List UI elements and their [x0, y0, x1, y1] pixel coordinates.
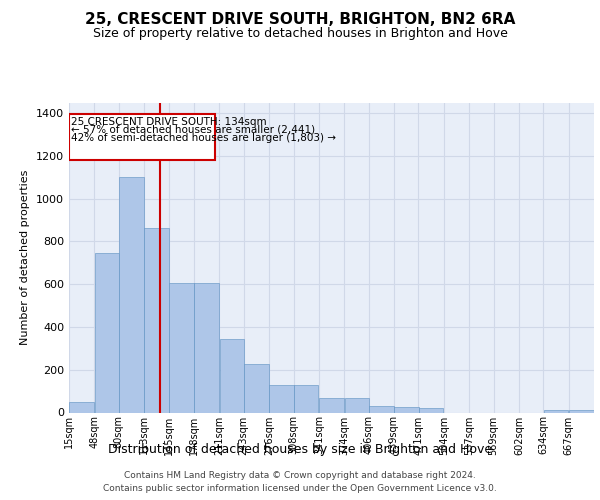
Bar: [70, 114, 215, 160]
Text: ← 57% of detached houses are smaller (2,441): ← 57% of detached houses are smaller (2,…: [71, 125, 316, 135]
Bar: [294, 384, 319, 412]
Bar: [319, 398, 344, 412]
Bar: [569, 410, 593, 412]
Bar: [269, 384, 294, 412]
Bar: [119, 178, 144, 412]
Text: 25 CRESCENT DRIVE SOUTH: 134sqm: 25 CRESCENT DRIVE SOUTH: 134sqm: [71, 117, 267, 127]
Bar: [394, 406, 419, 412]
Bar: [145, 228, 169, 412]
Bar: [70, 402, 94, 412]
Text: Distribution of detached houses by size in Brighton and Hove: Distribution of detached houses by size …: [108, 442, 492, 456]
Bar: [419, 408, 443, 412]
Text: Contains public sector information licensed under the Open Government Licence v3: Contains public sector information licen…: [103, 484, 497, 493]
Bar: [369, 406, 394, 412]
Text: 42% of semi-detached houses are larger (1,803) →: 42% of semi-detached houses are larger (…: [71, 133, 336, 143]
Text: Contains HM Land Registry data © Crown copyright and database right 2024.: Contains HM Land Registry data © Crown c…: [124, 471, 476, 480]
Bar: [244, 364, 269, 412]
Y-axis label: Number of detached properties: Number of detached properties: [20, 170, 31, 345]
Bar: [344, 398, 369, 412]
Bar: [194, 282, 219, 412]
Bar: [220, 338, 244, 412]
Bar: [169, 282, 194, 412]
Bar: [544, 410, 568, 412]
Bar: [95, 252, 119, 412]
Text: 25, CRESCENT DRIVE SOUTH, BRIGHTON, BN2 6RA: 25, CRESCENT DRIVE SOUTH, BRIGHTON, BN2 …: [85, 12, 515, 28]
Text: Size of property relative to detached houses in Brighton and Hove: Size of property relative to detached ho…: [92, 28, 508, 40]
